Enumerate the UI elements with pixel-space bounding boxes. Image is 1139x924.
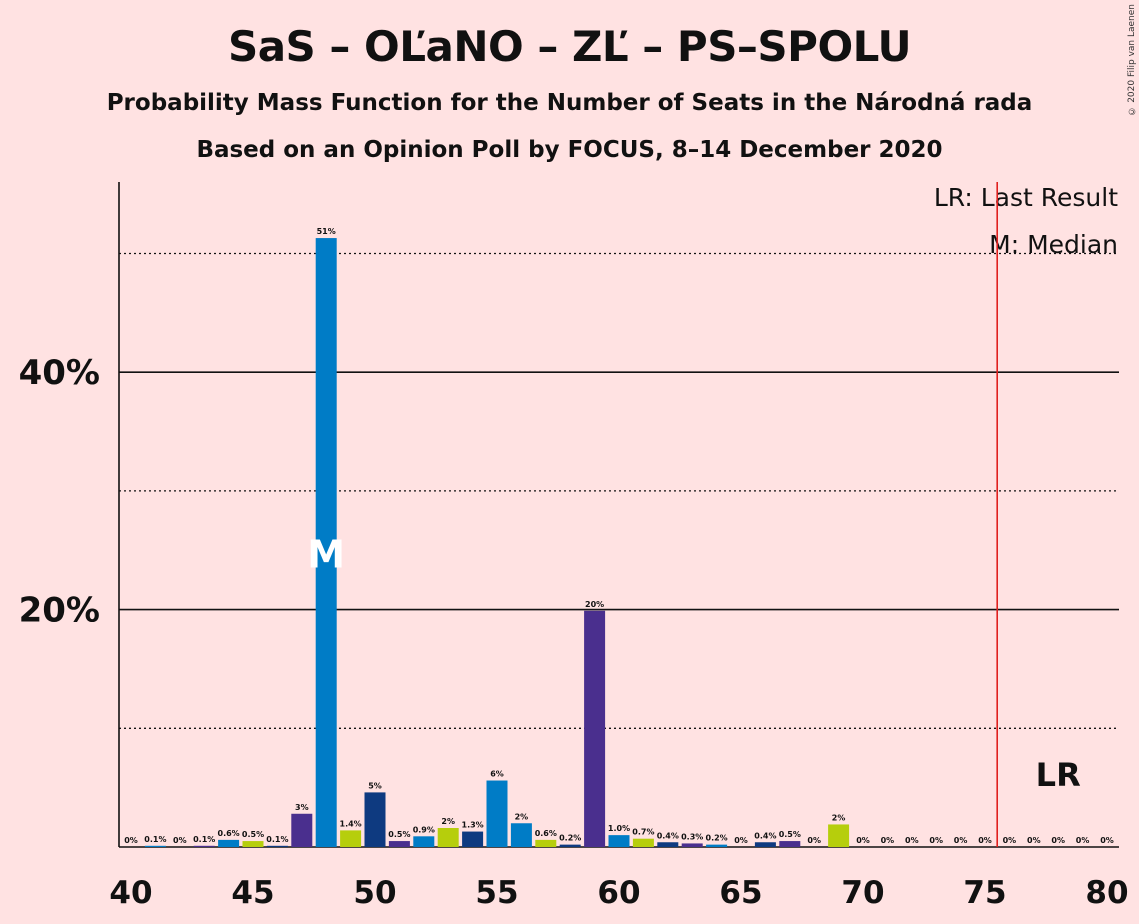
bar-data-label: 6% xyxy=(490,770,504,779)
bar-data-label: 0.1% xyxy=(144,835,166,844)
bar-seat-47 xyxy=(291,813,313,847)
bar-data-label: 0% xyxy=(881,836,895,845)
bar-data-label: 0% xyxy=(734,836,748,845)
bar-seat-51 xyxy=(388,841,410,847)
bar-data-label: 0.4% xyxy=(754,831,776,840)
legend-median: M: Median xyxy=(989,230,1118,259)
bar-data-label: 2% xyxy=(441,817,455,826)
bar-data-label: 0.4% xyxy=(657,831,679,840)
bar-data-label: 0% xyxy=(905,836,919,845)
bar-data-label: 0% xyxy=(173,836,187,845)
bar-seat-54 xyxy=(462,831,484,847)
x-tick-label: 40 xyxy=(109,875,152,911)
bar-seat-49 xyxy=(340,830,362,847)
bar-seat-67 xyxy=(779,841,801,847)
chart-subtitle: Probability Mass Function for the Number… xyxy=(106,90,1033,116)
x-tick-label: 70 xyxy=(841,875,884,911)
bar-seat-69 xyxy=(828,824,850,847)
bar-data-label: 0.1% xyxy=(193,835,215,844)
median-marker: M xyxy=(307,532,345,576)
bar-seat-53 xyxy=(437,828,459,847)
bar-data-label: 0.5% xyxy=(388,830,410,839)
bar-data-label: 0% xyxy=(807,836,821,845)
bar-data-label: 20% xyxy=(585,600,604,609)
bar-seat-66 xyxy=(754,842,776,847)
bar-data-label: 0% xyxy=(929,836,943,845)
y-tick-label: 40% xyxy=(19,353,100,393)
bar-data-label: 1.0% xyxy=(608,824,630,833)
x-tick-label: 80 xyxy=(1085,875,1128,911)
bar-data-label: 0% xyxy=(978,836,992,845)
bar-data-label: 0.5% xyxy=(779,830,801,839)
chart-title: SaS – OĽaNO – ZĽ – PS–SPOLU xyxy=(227,22,912,71)
bar-data-label: 0.1% xyxy=(266,835,288,844)
bar-data-label: 1.4% xyxy=(340,819,362,828)
x-tick-label: 55 xyxy=(475,875,518,911)
bar-seat-60 xyxy=(608,835,630,847)
bar-data-label: 0.9% xyxy=(413,825,435,834)
bar-seat-52 xyxy=(413,836,435,847)
bar-data-label: 0% xyxy=(1076,836,1090,845)
bar-seat-43 xyxy=(193,845,215,847)
bar-seat-44 xyxy=(218,839,240,847)
bar-seat-50 xyxy=(364,792,386,847)
bar-seat-62 xyxy=(657,842,679,847)
y-tick-label: 20% xyxy=(19,591,100,631)
x-tick-label: 50 xyxy=(353,875,396,911)
bar-data-label: 0% xyxy=(1051,836,1065,845)
bar-seat-58 xyxy=(559,844,581,847)
last-result-marker: LR xyxy=(1036,756,1081,794)
bar-data-label: 0% xyxy=(1027,836,1041,845)
bar-data-label: 5% xyxy=(368,781,382,790)
bar-data-label: 0.6% xyxy=(535,829,557,838)
bar-data-label: 0% xyxy=(124,836,138,845)
bar-seat-64 xyxy=(706,844,728,847)
bar-data-label: 0% xyxy=(1003,836,1017,845)
bar-seat-45 xyxy=(242,841,264,847)
bar-seat-56 xyxy=(510,823,532,847)
bar-data-label: 2% xyxy=(832,813,846,822)
x-tick-label: 60 xyxy=(597,875,640,911)
bar-data-label: 0.2% xyxy=(559,834,581,843)
x-tick-label: 45 xyxy=(231,875,274,911)
legend-last-result: LR: Last Result xyxy=(933,183,1118,212)
bar-data-label: 3% xyxy=(295,803,309,812)
bar-data-label: 0.5% xyxy=(242,830,264,839)
bar-data-label: 51% xyxy=(317,227,336,236)
bar-seat-57 xyxy=(535,839,557,847)
bar-data-label: 0% xyxy=(954,836,968,845)
bar-data-label: 1.3% xyxy=(462,821,484,830)
bar-seat-55 xyxy=(486,780,508,847)
bar-seat-48 xyxy=(315,238,337,848)
chart-source-line: Based on an Opinion Poll by FOCUS, 8–14 … xyxy=(196,137,943,163)
x-tick-label: 75 xyxy=(963,875,1006,911)
bar-seat-59 xyxy=(584,610,606,847)
bar-seat-41 xyxy=(144,845,166,847)
bar-data-label: 0.3% xyxy=(681,832,703,841)
x-tick-label: 65 xyxy=(719,875,762,911)
bar-data-label: 0% xyxy=(1100,836,1114,845)
bar-data-label: 0% xyxy=(856,836,870,845)
bar-data-label: 0.7% xyxy=(632,828,654,837)
bar-seat-61 xyxy=(632,838,654,847)
bar-seat-46 xyxy=(266,845,288,847)
bar-data-label: 0.6% xyxy=(218,829,240,838)
bar-seat-63 xyxy=(681,843,703,847)
bar-data-label: 2% xyxy=(515,812,529,821)
bar-data-label: 0.2% xyxy=(706,834,728,843)
